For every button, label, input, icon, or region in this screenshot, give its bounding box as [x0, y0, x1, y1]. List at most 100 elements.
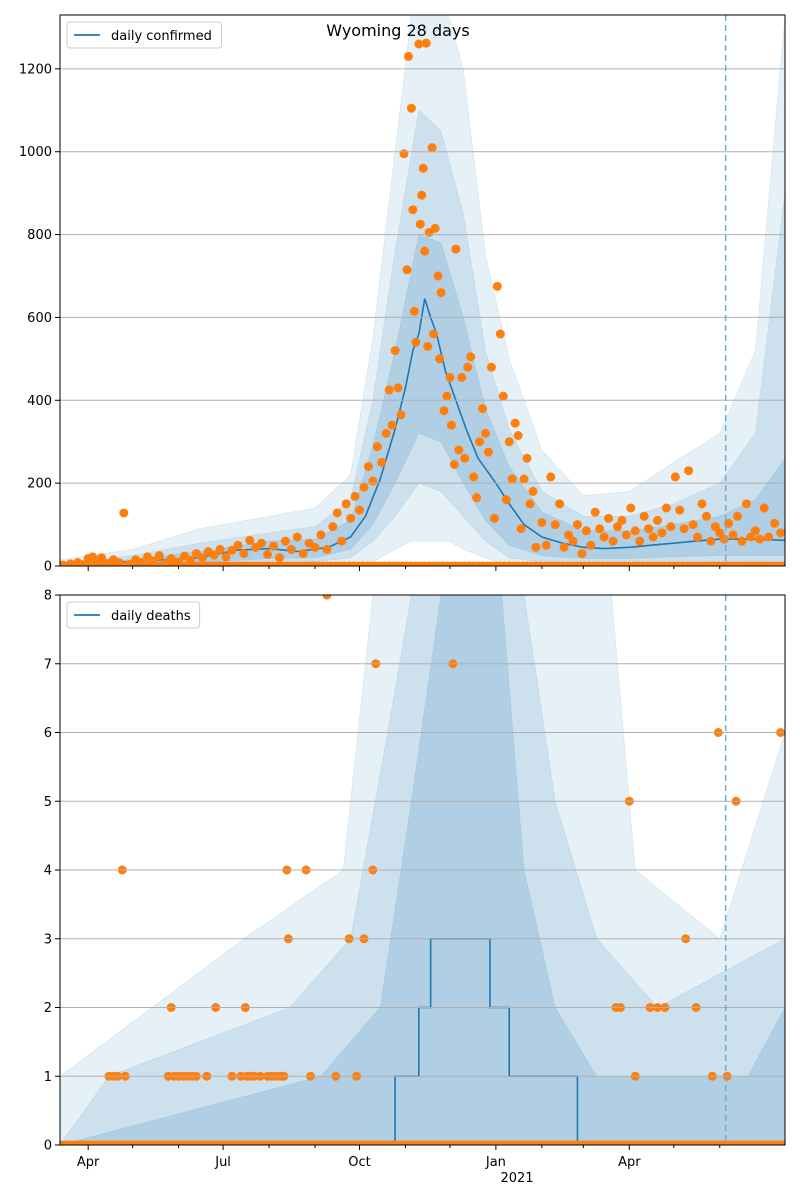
observed-point [516, 524, 526, 534]
observed-point [418, 163, 428, 173]
observed-point [449, 460, 459, 469]
legend-box [66, 21, 222, 49]
observed-point [411, 337, 421, 347]
observed-point [227, 545, 237, 555]
observed-point [483, 447, 493, 457]
observed-point [414, 39, 424, 49]
observed-point [114, 558, 124, 566]
observed-point [420, 246, 430, 256]
observed-point [427, 143, 437, 153]
observed-point [429, 329, 439, 339]
y-tick-label: 8 [44, 589, 52, 604]
observed-point [233, 540, 243, 550]
observed-point [445, 373, 455, 382]
observed-point [65, 559, 75, 566]
observed-point [741, 499, 751, 509]
observed-point [617, 515, 627, 525]
observed-point [595, 524, 605, 534]
observed-point [621, 530, 631, 540]
observed-point [399, 149, 409, 159]
observed-point [630, 526, 640, 536]
observed-point [209, 550, 219, 560]
observed-point [652, 515, 662, 525]
observed-point [550, 520, 560, 530]
y-tick-label: 7 [44, 657, 52, 672]
observed-point [436, 288, 446, 298]
observed-point [635, 536, 645, 546]
observed-point [644, 524, 654, 534]
observed-point [528, 486, 538, 496]
observed-point [759, 503, 769, 513]
observed-point [755, 534, 765, 544]
observed-point [341, 499, 351, 509]
y-tick-label: 0 [44, 560, 52, 575]
observed-point [504, 437, 514, 447]
observed-point [472, 493, 482, 503]
observed-point [174, 557, 184, 566]
observed-point [604, 513, 614, 523]
observed-point [719, 534, 729, 544]
observed-point [417, 190, 427, 200]
observed-point [274, 553, 284, 563]
observed-point [666, 522, 676, 532]
y-tick-label: 6 [44, 726, 52, 741]
observed-point [350, 491, 360, 501]
observed-point [393, 383, 403, 393]
y-tick-label: 1 [44, 1070, 52, 1085]
observed-point [292, 532, 302, 542]
observed-point [706, 536, 716, 546]
observed-point [489, 513, 499, 523]
y-tick-label: 2 [44, 1001, 52, 1016]
observed-point [439, 406, 449, 416]
observed-point [626, 503, 636, 513]
confirmed-panel: 0 200 400 600 800 1000 1200 daily confirmed [19, 14, 786, 575]
observed-point [546, 472, 556, 482]
observed-point [510, 418, 520, 428]
observed-point [770, 518, 780, 528]
observed-point-zero [780, 561, 785, 566]
observed-point [481, 428, 491, 438]
observed-point [492, 281, 502, 291]
observed-point [354, 505, 364, 515]
observed-point [639, 511, 649, 521]
observed-point [478, 404, 488, 414]
observed-point [460, 453, 470, 463]
observed-point [537, 518, 547, 527]
y-tick-label: 400 [27, 394, 52, 409]
observed-point [688, 520, 698, 530]
observed-point [384, 385, 394, 395]
observed-point [381, 428, 391, 438]
observed-point [498, 391, 508, 401]
observed-point [715, 528, 725, 538]
y-tick-label: 800 [27, 228, 52, 243]
observed-point [430, 223, 440, 233]
observed-point [577, 549, 587, 559]
observed-point [298, 549, 308, 559]
observed-point [442, 391, 452, 401]
y-tick-label: 1000 [19, 145, 52, 160]
observed-point [433, 271, 443, 281]
observed-point [263, 549, 273, 559]
observed-point [415, 219, 425, 229]
observed-point [368, 476, 378, 486]
observed-point [522, 453, 532, 463]
observed-point [408, 205, 418, 215]
observed-point [648, 532, 658, 542]
observed-point [737, 536, 747, 546]
observed-point [568, 536, 578, 546]
observed-point [409, 306, 419, 316]
observed-point [239, 549, 249, 559]
observed-point [555, 499, 565, 509]
observed-point [328, 522, 338, 532]
x-tick-label: Apr [77, 1155, 100, 1170]
observed-point [60, 560, 68, 566]
observed-point [454, 445, 464, 455]
legend: daily deaths [66, 601, 201, 629]
legend-label: daily confirmed [111, 29, 212, 44]
observed-point [710, 522, 720, 532]
observed-point [746, 532, 756, 542]
observed-point [531, 542, 541, 552]
observed-point [599, 532, 609, 542]
observed-point [513, 431, 523, 440]
